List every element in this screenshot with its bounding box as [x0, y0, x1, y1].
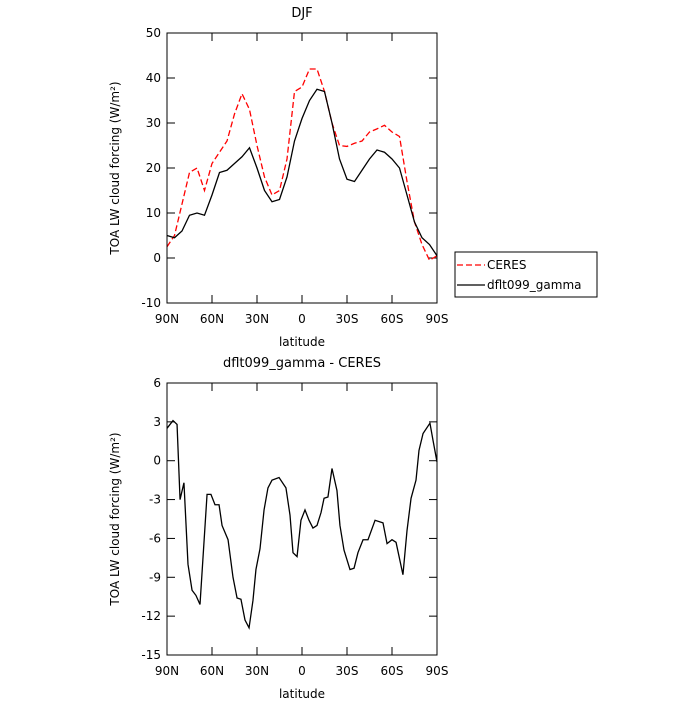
- x-tick-label: 30N: [245, 312, 269, 326]
- y-tick-label: 40: [146, 71, 161, 85]
- chart-title: dflt099_gamma - CERES: [223, 356, 381, 371]
- x-tick-label: 90S: [426, 664, 449, 678]
- legend-box: [454, 251, 598, 298]
- x-tick-label: 60N: [200, 664, 224, 678]
- x-tick-label: 30S: [336, 312, 359, 326]
- y-tick-label: 3: [153, 415, 161, 429]
- x-axis-label: latitude: [279, 335, 325, 349]
- y-tick-label: 10: [146, 206, 161, 220]
- y-tick-label: -15: [141, 648, 161, 662]
- x-tick-label: 60S: [381, 664, 404, 678]
- y-tick-label: -12: [141, 609, 161, 623]
- y-tick-label: 50: [146, 26, 161, 40]
- x-tick-label: 0: [298, 312, 306, 326]
- y-tick-label: -9: [149, 570, 161, 584]
- x-tick-label: 30N: [245, 664, 269, 678]
- y-tick-label: -3: [149, 493, 161, 507]
- x-axis-label: latitude: [279, 687, 325, 700]
- y-tick-label: -10: [141, 296, 161, 310]
- y-tick-label: 30: [146, 116, 161, 130]
- y-tick-label: 6: [153, 376, 161, 390]
- x-tick-label: 60N: [200, 312, 224, 326]
- legend-label: CERES: [487, 258, 527, 272]
- chart-title: DJF: [291, 6, 312, 21]
- x-tick-label: 90N: [155, 664, 179, 678]
- y-tick-label: 0: [153, 454, 161, 468]
- x-tick-label: 90N: [155, 312, 179, 326]
- y-axis-label: TOA LW cloud forcing (W/m²): [108, 432, 122, 606]
- x-tick-label: 60S: [381, 312, 404, 326]
- y-tick-label: 20: [146, 161, 161, 175]
- plot-frame: [166, 32, 438, 304]
- x-tick-label: 90S: [426, 312, 449, 326]
- y-axis-label: TOA LW cloud forcing (W/m²): [108, 81, 122, 255]
- legend-label: dflt099_gamma: [487, 278, 582, 292]
- data-line: [166, 68, 438, 262]
- x-tick-label: 30S: [336, 664, 359, 678]
- plot-frame: [166, 382, 438, 656]
- y-tick-label: -6: [149, 531, 161, 545]
- x-tick-label: 0: [298, 664, 306, 678]
- data-line: [166, 88, 438, 257]
- data-line: [166, 419, 438, 630]
- y-tick-label: 0: [153, 251, 161, 265]
